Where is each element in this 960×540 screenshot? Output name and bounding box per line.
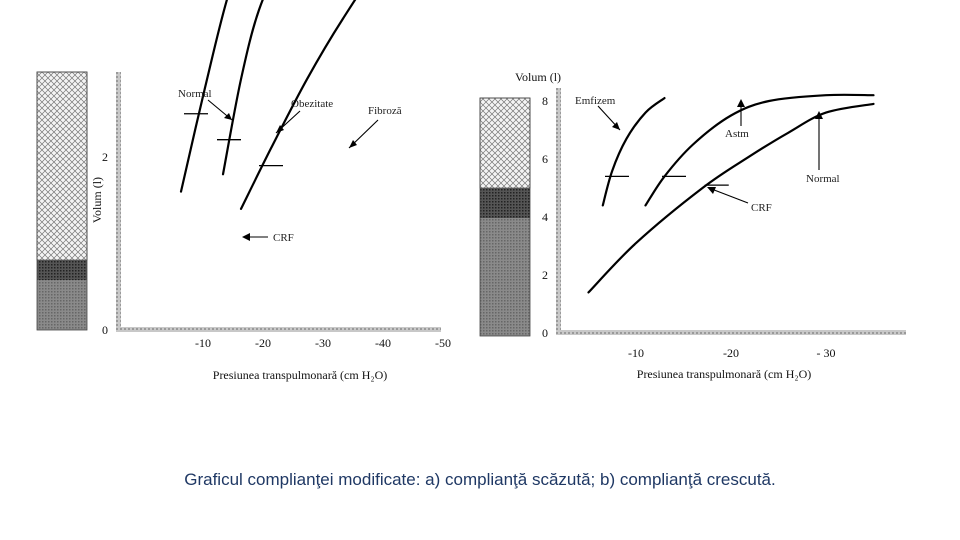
curve-fibroza-a [239, 0, 357, 210]
panel-b-y-tick: 4 [542, 210, 548, 224]
curve-obezitate-a [221, 0, 264, 176]
panel-a-x-tick: -20 [255, 336, 271, 350]
label-normal-b: Normal [806, 173, 840, 185]
panel-b-y-tick: 8 [542, 94, 548, 108]
panel-a-x-tick: -10 [195, 336, 211, 350]
arrow-crf-b [708, 187, 749, 204]
curve-emfizem-b [601, 97, 666, 207]
label-obezitate: Obezitate [291, 98, 333, 110]
panel-a-x-tick: -50 [435, 336, 451, 350]
panel-a-frc-marks [184, 113, 283, 167]
arrowhead-obezitate [276, 125, 284, 133]
panel-a-x-tick: -40 [375, 336, 391, 350]
panel-a-curves [179, 0, 357, 210]
arrowhead-fibroza [349, 140, 357, 148]
panel-a-y-label: Volum (l) [90, 177, 104, 223]
arrowhead-normal-b [815, 111, 823, 119]
panel-b-axes [556, 88, 906, 335]
panel-b-x-tick: -10 [628, 346, 644, 360]
panel-b-y-tick: 2 [542, 268, 548, 282]
panel-b-volume-bar [479, 97, 531, 337]
curve-normal-a [179, 0, 228, 193]
panel-b-x-ticks: -10 -20 - 30 [628, 346, 836, 360]
panel-a-x-ticks: -10 -20 -30 -40 -50 [195, 336, 451, 350]
label-normal-a: Normal [178, 88, 212, 100]
panel-b-curves [587, 93, 875, 294]
panel-a-x-label: Presiunea transpulmonară (cm H₂O) [213, 368, 387, 382]
panel-b-y-ticks: 0 2 4 6 8 [542, 94, 548, 340]
label-crf-a: CRF [273, 232, 294, 244]
arrowhead-crf-a [242, 233, 250, 241]
panel-b-x-label: Presiunea transpulmonară (cm H₂O) [637, 367, 811, 381]
panel-a-x-tick: -30 [315, 336, 331, 350]
arrowhead-astm [737, 99, 745, 107]
panel-b-x-tick: -20 [723, 346, 739, 360]
panel-b-y-tick: 0 [542, 326, 548, 340]
panel-b-x-tick: - 30 [817, 346, 836, 360]
panel-b-y-label: Volum (l) [515, 70, 561, 84]
label-astm: Astm [725, 128, 749, 140]
label-emfizem: Emfizem [575, 95, 616, 107]
panel-a-y-tick: 0 [102, 323, 108, 337]
panel-a-y-tick: 2 [102, 150, 108, 164]
arrowhead-crf-b [707, 187, 716, 194]
label-fibroza: Fibroză [368, 105, 402, 117]
arrowhead-normal-a [224, 113, 232, 120]
panel-a-volume-bar [36, 71, 88, 331]
figure-caption: Graficul complianţei modificate: a) comp… [184, 470, 776, 489]
panel-b-y-tick: 6 [542, 152, 548, 166]
arrowhead-emfizem [612, 122, 620, 130]
panel-a-axes [116, 72, 441, 332]
panel-b-frc-marks [605, 175, 729, 186]
label-crf-b: CRF [751, 202, 772, 214]
curve-normal-b [587, 102, 875, 294]
